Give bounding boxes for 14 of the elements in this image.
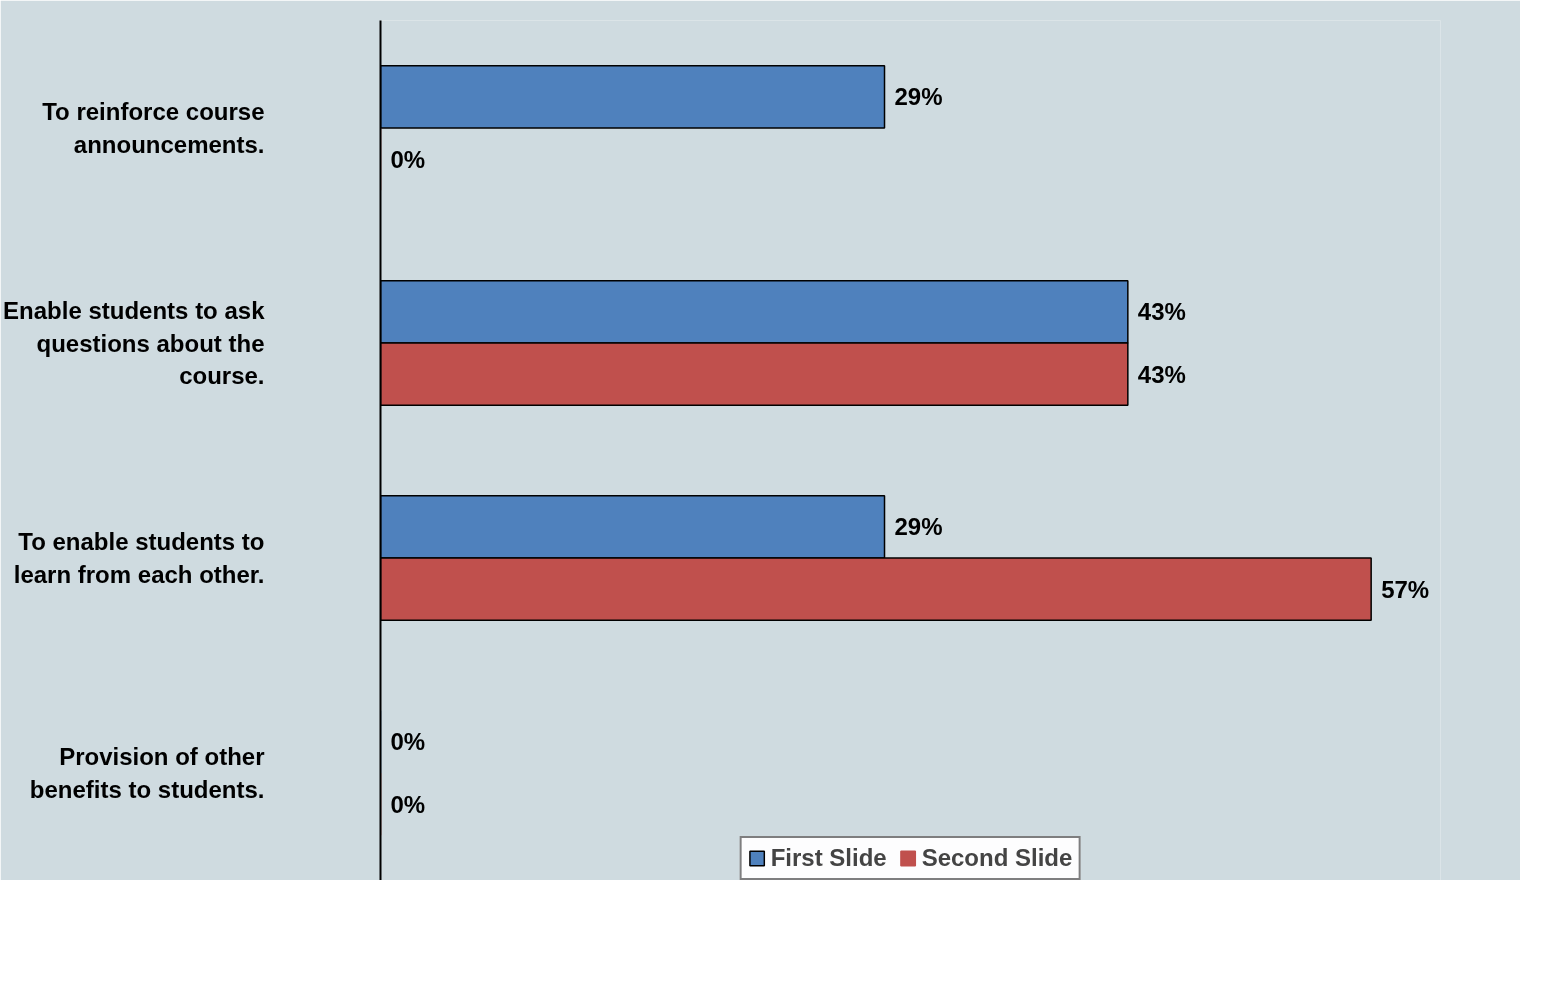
data-label: 0% — [390, 790, 426, 818]
data-label: 43% — [1137, 298, 1186, 326]
data-label: 29% — [894, 513, 943, 541]
data-label: 0% — [390, 145, 426, 173]
data-label: 57% — [1381, 575, 1430, 603]
y-tick-label: Enable students to ask questions about the course. — [3, 297, 266, 389]
y-tick-label: Provision of other benefits to students. — [29, 743, 265, 803]
data-label: 43% — [1137, 360, 1186, 388]
y-tick-label: To enable students to learn from each other. — [13, 528, 265, 588]
legend-label: Second Slide — [921, 844, 1073, 872]
data-label: 0% — [390, 728, 426, 756]
data-label: 29% — [894, 83, 943, 111]
legend-label: First Slide — [770, 844, 887, 872]
y-tick-label: To reinforce course announcements. — [42, 98, 265, 158]
